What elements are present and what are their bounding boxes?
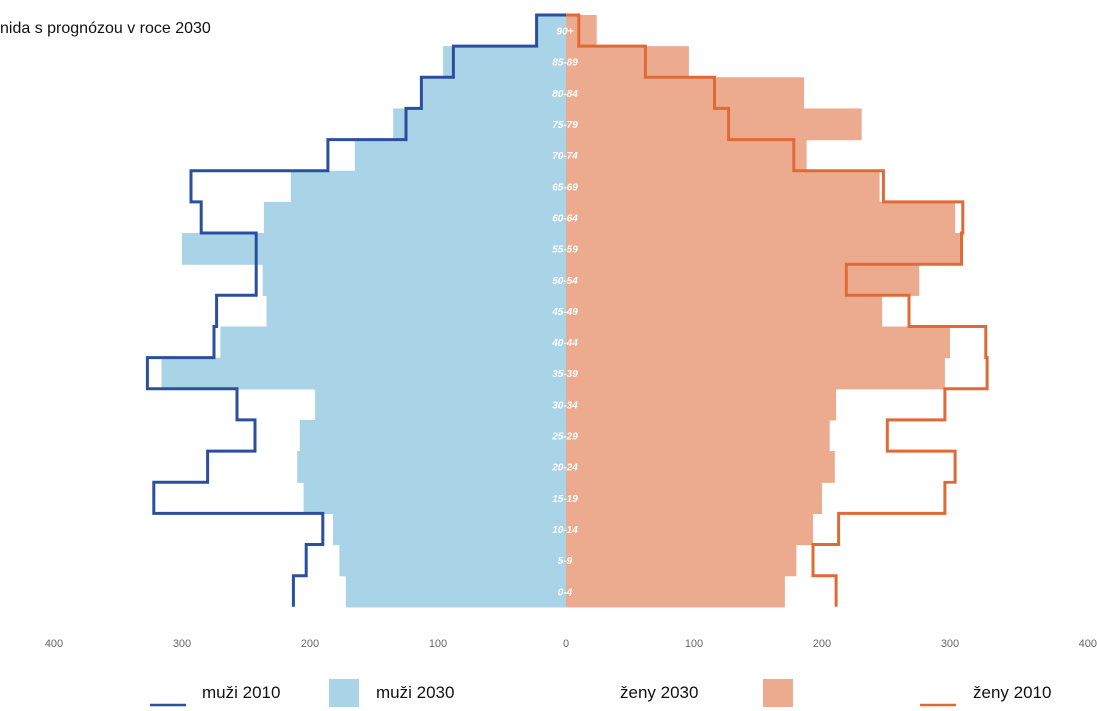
- x-tick-label: 200: [301, 638, 319, 650]
- x-tick-label: 400: [1079, 638, 1097, 650]
- x-tick-label: 300: [173, 638, 191, 650]
- age-group-label: 30-34: [552, 400, 578, 411]
- legend-label: ženy 2010: [973, 683, 1051, 702]
- male-2030-bar: [422, 77, 566, 110]
- x-axis-tick-labels: 400 300 200 100 0 100 200 300 400: [45, 638, 1097, 650]
- male-2030-bar: [315, 388, 566, 421]
- female-2030-bar: [566, 295, 883, 328]
- female-2030-bar: [566, 233, 963, 265]
- female-2030-bar: [566, 46, 689, 78]
- legend-box-marker: [329, 679, 359, 707]
- age-group-label: 40-44: [551, 338, 578, 349]
- female-2030-bar: [566, 15, 597, 47]
- female-2030-bar: [566, 77, 805, 110]
- age-group-label: 60-64: [552, 213, 578, 224]
- male-2030-bar: [345, 575, 566, 608]
- chart-title: nida s prognózou v roce 2030: [0, 20, 211, 37]
- age-group-label: 80-84: [552, 89, 578, 100]
- legend: muži 2010 muži 2030 ženy 2030 ženy 2010: [150, 679, 1051, 707]
- female-2010-step-line: [566, 13, 989, 607]
- male-2030-bar: [297, 451, 566, 483]
- age-group-label: 0-4: [558, 587, 573, 598]
- female-2030-bar: [566, 482, 822, 514]
- male-2030-bars: [161, 15, 566, 608]
- legend-box-marker: [763, 679, 793, 707]
- male-2030-bar: [263, 201, 566, 234]
- male-2030-bar: [266, 295, 566, 328]
- age-group-label: 10-14: [552, 525, 578, 536]
- female-2030-bar: [566, 357, 945, 390]
- male-2030-bar: [333, 513, 566, 546]
- age-group-label: 50-54: [552, 276, 578, 287]
- female-2030-bar: [566, 544, 797, 577]
- female-2030-bar: [566, 264, 920, 296]
- 2010-step-lines: [145, 13, 989, 607]
- age-group-label: 20-24: [551, 463, 578, 474]
- male-2030-bar: [393, 108, 566, 141]
- female-2030-bar: [566, 326, 950, 359]
- female-2030-bar: [566, 139, 807, 172]
- female-2030-bar: [566, 575, 785, 608]
- female-2030-bars: [566, 15, 963, 608]
- male-2030-bar: [182, 233, 566, 265]
- x-tick-label: 0: [563, 638, 569, 650]
- legend-label: muži 2030: [376, 683, 454, 702]
- age-group-label: 25-29: [551, 432, 578, 443]
- age-group-label: 45-49: [551, 307, 578, 318]
- x-tick-label: 400: [45, 638, 63, 650]
- legend-label: ženy 2030: [620, 683, 698, 702]
- age-group-label: 90+: [557, 27, 574, 38]
- female-2030-bar: [566, 388, 837, 421]
- male-2010-step-line: [145, 13, 566, 607]
- age-group-label: 55-59: [552, 245, 578, 256]
- age-group-label: 70-74: [552, 151, 578, 162]
- x-tick-label: 100: [685, 638, 703, 650]
- female-2030-bar: [566, 201, 956, 234]
- age-group-label: 85-89: [552, 58, 578, 69]
- male-2030-bar: [220, 326, 566, 359]
- male-2030-bar: [299, 419, 566, 452]
- female-2030-bar: [566, 108, 862, 141]
- male-2030-bar: [443, 46, 566, 78]
- male-2030-bar: [303, 482, 566, 514]
- male-2030-bar: [262, 264, 566, 296]
- x-tick-label: 200: [813, 638, 831, 650]
- age-group-label: 35-39: [552, 369, 578, 380]
- female-2030-bar: [566, 451, 835, 483]
- male-2030-bar: [537, 15, 566, 47]
- male-2030-bar: [161, 357, 566, 390]
- female-2030-bar: [566, 513, 814, 546]
- age-group-label: 15-19: [552, 494, 578, 505]
- legend-label: muži 2010: [202, 683, 280, 702]
- male-2030-bar: [339, 544, 566, 577]
- age-group-label: 65-69: [552, 182, 578, 193]
- age-group-label: 5-9: [558, 556, 573, 567]
- female-2030-bar: [566, 419, 830, 452]
- age-group-label: 75-79: [552, 120, 578, 131]
- male-2030-bar: [290, 170, 566, 203]
- age-group-labels: 0-4 5-9 10-14 15-19 20-24 25-29 30-34 35-39 40-4…: [551, 27, 578, 599]
- x-tick-label: 100: [429, 638, 447, 650]
- male-2030-bar: [354, 139, 566, 172]
- female-2030-bar: [566, 170, 880, 203]
- x-tick-label: 300: [941, 638, 959, 650]
